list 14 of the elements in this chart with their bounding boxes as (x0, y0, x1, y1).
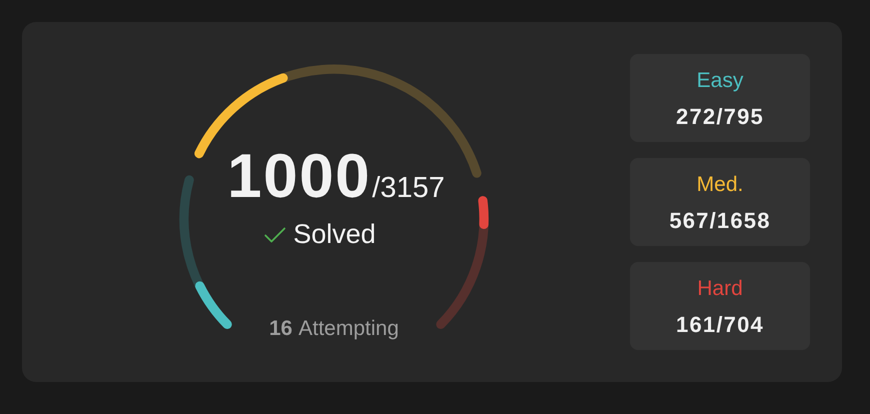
text: Solved (293, 219, 376, 249)
data-label: /795 (716, 104, 764, 129)
text: /3157 (372, 172, 445, 204)
data-label: /1658 (710, 208, 771, 233)
text: Attempting (298, 317, 399, 340)
data-label: 567 (669, 208, 710, 233)
data-label: 161 (676, 312, 716, 337)
category-label: Med. (696, 173, 744, 196)
data-label: 272 (676, 104, 716, 129)
text: 16 (269, 317, 292, 340)
text: 1000 (227, 142, 372, 211)
category-label: Hard (697, 277, 743, 300)
category-label: Easy (696, 69, 744, 92)
data-label: /704 (716, 312, 764, 337)
